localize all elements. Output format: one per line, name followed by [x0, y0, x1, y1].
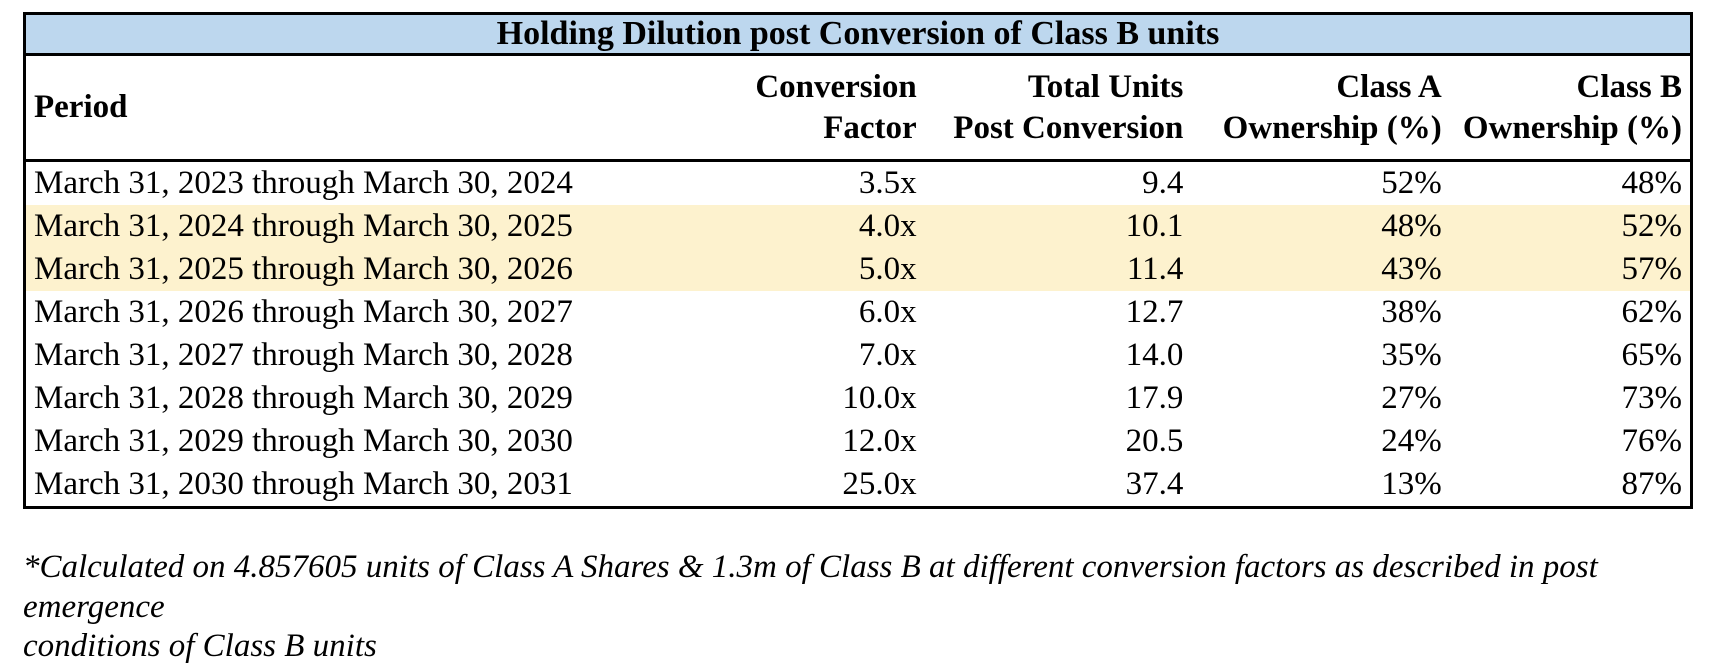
cell-class-b-ownership: 52% [1449, 205, 1692, 248]
cell-period: March 31, 2023 through March 30, 2024 [24, 160, 725, 205]
cell-conversion-factor: 10.0x [724, 377, 925, 420]
column-header-period: Period [24, 54, 725, 162]
table-row: March 31, 2026 through March 30, 2027 6.… [24, 291, 1692, 334]
cell-conversion-factor: 3.5x [724, 160, 925, 205]
cell-class-a-ownership: 27% [1191, 377, 1450, 420]
column-header-total-units: Total Units Post Conversion [924, 54, 1192, 162]
table-row: March 31, 2027 through March 30, 2028 7.… [24, 334, 1692, 377]
cell-class-a-ownership: 24% [1191, 420, 1450, 463]
cell-class-a-ownership: 38% [1191, 291, 1450, 334]
cell-conversion-factor: 7.0x [724, 334, 925, 377]
cell-total-units: 20.5 [924, 420, 1192, 463]
cell-class-b-ownership: 73% [1449, 377, 1692, 420]
cell-total-units: 9.4 [924, 160, 1192, 205]
cell-class-a-ownership: 13% [1191, 463, 1450, 508]
cell-total-units: 12.7 [924, 291, 1192, 334]
cell-total-units: 11.4 [924, 248, 1192, 291]
footnote: *Calculated on 4.857605 units of Class A… [23, 549, 1598, 665]
cell-total-units: 17.9 [924, 377, 1192, 420]
cell-class-b-ownership: 48% [1449, 160, 1692, 205]
cell-period: March 31, 2027 through March 30, 2028 [24, 334, 725, 377]
cell-period: March 31, 2030 through March 30, 2031 [24, 463, 725, 508]
cell-class-a-ownership: 48% [1191, 205, 1450, 248]
cell-class-a-ownership: 52% [1191, 160, 1450, 205]
table-row: March 31, 2025 through March 30, 2026 5.… [24, 248, 1692, 291]
title-row: Holding Dilution post Conversion of Clas… [24, 13, 1692, 56]
cell-conversion-factor: 5.0x [724, 248, 925, 291]
cell-period: March 31, 2024 through March 30, 2025 [24, 205, 725, 248]
cell-conversion-factor: 12.0x [724, 420, 925, 463]
cell-period: March 31, 2026 through March 30, 2027 [24, 291, 725, 334]
holding-dilution-sheet: Holding Dilution post Conversion of Clas… [23, 12, 1693, 509]
cell-total-units: 10.1 [924, 205, 1192, 248]
table-row: March 31, 2024 through March 30, 2025 4.… [24, 205, 1692, 248]
cell-total-units: 14.0 [924, 334, 1192, 377]
cell-class-a-ownership: 43% [1191, 248, 1450, 291]
table-row: March 31, 2029 through March 30, 2030 12… [24, 420, 1692, 463]
table-row: March 31, 2030 through March 30, 2031 25… [24, 463, 1692, 508]
table-row: March 31, 2028 through March 30, 2029 10… [24, 377, 1692, 420]
column-header-class-b-ownership: Class B Ownership (%) [1449, 54, 1692, 162]
cell-period: March 31, 2029 through March 30, 2030 [24, 420, 725, 463]
cell-total-units: 37.4 [924, 463, 1192, 508]
cell-conversion-factor: 4.0x [724, 205, 925, 248]
cell-conversion-factor: 25.0x [724, 463, 925, 508]
header-row: Period Conversion Factor Total Units Pos… [24, 54, 1692, 162]
cell-class-b-ownership: 65% [1449, 334, 1692, 377]
holding-dilution-table: Holding Dilution post Conversion of Clas… [23, 12, 1693, 509]
cell-class-b-ownership: 62% [1449, 291, 1692, 334]
cell-class-b-ownership: 57% [1449, 248, 1692, 291]
cell-class-b-ownership: 87% [1449, 463, 1692, 508]
column-header-conversion-factor: Conversion Factor [724, 54, 925, 162]
table-title: Holding Dilution post Conversion of Clas… [24, 13, 1692, 56]
cell-class-a-ownership: 35% [1191, 334, 1450, 377]
cell-conversion-factor: 6.0x [724, 291, 925, 334]
cell-period: March 31, 2025 through March 30, 2026 [24, 248, 725, 291]
table-row: March 31, 2023 through March 30, 2024 3.… [24, 160, 1692, 205]
cell-period: March 31, 2028 through March 30, 2029 [24, 377, 725, 420]
column-header-class-a-ownership: Class A Ownership (%) [1191, 54, 1450, 162]
cell-class-b-ownership: 76% [1449, 420, 1692, 463]
table-body: March 31, 2023 through March 30, 2024 3.… [24, 160, 1692, 508]
